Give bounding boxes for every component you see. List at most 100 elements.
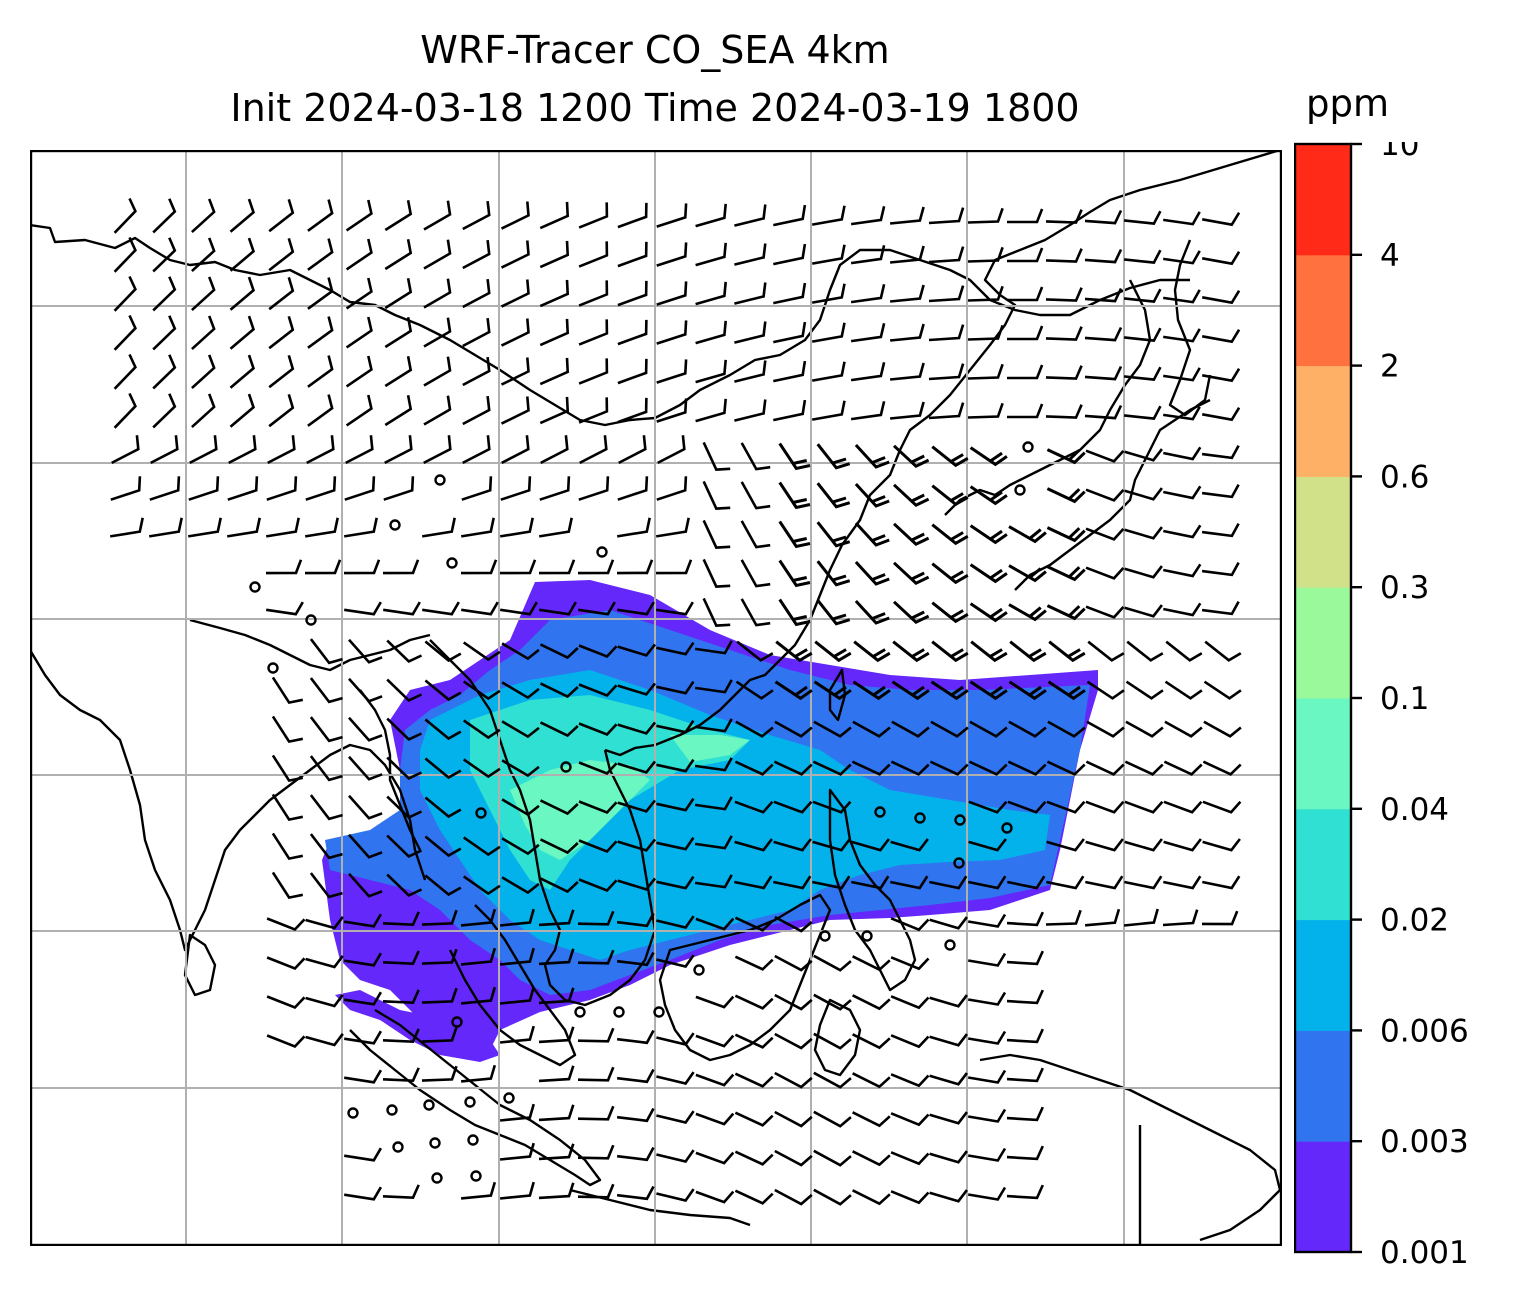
wind-barb <box>656 797 695 812</box>
wind-barb <box>1164 680 1203 700</box>
wind-barb <box>734 994 774 1010</box>
wind-barb <box>578 397 609 424</box>
wind-barb <box>702 558 731 588</box>
wind-barb <box>928 285 965 303</box>
wind-barb <box>1201 483 1240 499</box>
wind-barb <box>891 680 930 701</box>
wind-barb <box>113 275 137 312</box>
wind-barb <box>1007 760 1047 776</box>
wind-barb <box>386 678 423 702</box>
wind-barb <box>656 875 695 890</box>
wind-barb <box>348 755 383 781</box>
wind-barb <box>1006 1028 1044 1044</box>
wind-barb <box>265 559 303 575</box>
wind-barb <box>617 601 655 616</box>
calm-wind-circle <box>392 1141 404 1153</box>
wind-barb <box>382 1028 420 1044</box>
wind-barb <box>305 994 344 1008</box>
wind-barb <box>854 599 890 625</box>
wind-barb <box>424 640 462 663</box>
wind-barb <box>382 989 420 1005</box>
wind-barb <box>850 362 886 382</box>
wind-barb <box>152 354 177 390</box>
wind-barb <box>423 239 452 270</box>
wind-barb <box>616 951 655 967</box>
wind-barb <box>811 322 846 343</box>
wind-barb <box>462 395 491 426</box>
wind-barb <box>462 680 501 701</box>
coastline-japan-north <box>1168 239 1212 417</box>
wind-barb <box>268 355 295 389</box>
wind-barb <box>307 277 334 310</box>
colorbar-block <box>1295 919 1351 1031</box>
wind-barb <box>423 435 452 465</box>
wind-barb <box>191 393 216 429</box>
wind-barb <box>1203 720 1242 738</box>
wind-barb <box>931 523 969 546</box>
wind-barb <box>499 986 535 1005</box>
calm-wind-circle <box>874 806 886 818</box>
wind-barb <box>1201 329 1241 344</box>
wind-barb <box>344 1186 383 1201</box>
wind-barb <box>1045 287 1083 302</box>
wind-barb <box>734 1189 774 1205</box>
wind-barb <box>462 200 491 231</box>
wind-barb <box>305 916 344 930</box>
wind-barb <box>740 559 771 588</box>
colorbar-tick-label: 0.3 <box>1380 570 1429 606</box>
wind-barb <box>424 679 462 702</box>
wind-barb <box>304 517 339 538</box>
wind-barb <box>778 442 811 471</box>
wind-barb <box>539 799 579 816</box>
wind-barb <box>460 908 497 927</box>
wind-barb <box>499 1103 535 1122</box>
wind-barb <box>1123 249 1162 264</box>
wind-barb <box>229 237 256 272</box>
coastline-borneo <box>658 893 832 1062</box>
coastline-japan <box>1014 398 1211 591</box>
wind-barb <box>1008 525 1047 544</box>
wind-barb <box>384 395 413 427</box>
wind-barb <box>929 916 968 930</box>
wind-barb <box>928 402 965 420</box>
wind-barb <box>656 476 688 501</box>
wind-barb <box>1007 325 1044 341</box>
calm-wind-circle <box>464 1096 476 1108</box>
wind-barb <box>1163 760 1203 776</box>
wind-barbs <box>109 197 1242 1206</box>
wind-barb <box>889 401 925 420</box>
wind-barb <box>1046 760 1086 776</box>
wind-barb <box>148 517 183 538</box>
wind-barb <box>740 481 771 510</box>
wind-barb <box>813 1149 852 1167</box>
wind-barb <box>384 239 413 271</box>
wind-barb <box>309 755 343 782</box>
wind-barb <box>773 875 812 890</box>
wind-barb <box>967 285 1004 302</box>
calm-wind-circle <box>431 1172 443 1184</box>
wind-barb <box>539 396 570 425</box>
wind-barb <box>421 909 458 926</box>
wind-barb <box>266 1034 306 1049</box>
wind-barb <box>305 1033 344 1047</box>
wind-barb <box>813 954 852 972</box>
wind-barb <box>579 435 608 465</box>
wind-barb <box>1165 640 1203 662</box>
wind-barb <box>695 917 735 931</box>
wind-barb <box>889 284 925 303</box>
wind-barb <box>268 238 295 272</box>
wind-barb <box>461 476 493 501</box>
wind-barb <box>1007 403 1044 419</box>
coastline-himalaya <box>189 618 431 672</box>
wind-barb <box>1084 365 1123 381</box>
wind-barb <box>773 399 807 422</box>
wind-barb <box>1045 209 1083 224</box>
wind-barb <box>227 476 259 501</box>
wind-barb <box>656 954 695 968</box>
wind-barb <box>1046 487 1086 504</box>
wind-barb <box>1046 565 1086 582</box>
colorbar-block <box>1295 476 1351 588</box>
wind-barb <box>1085 566 1125 580</box>
wind-barb <box>113 314 137 351</box>
wind-barb <box>499 517 534 538</box>
